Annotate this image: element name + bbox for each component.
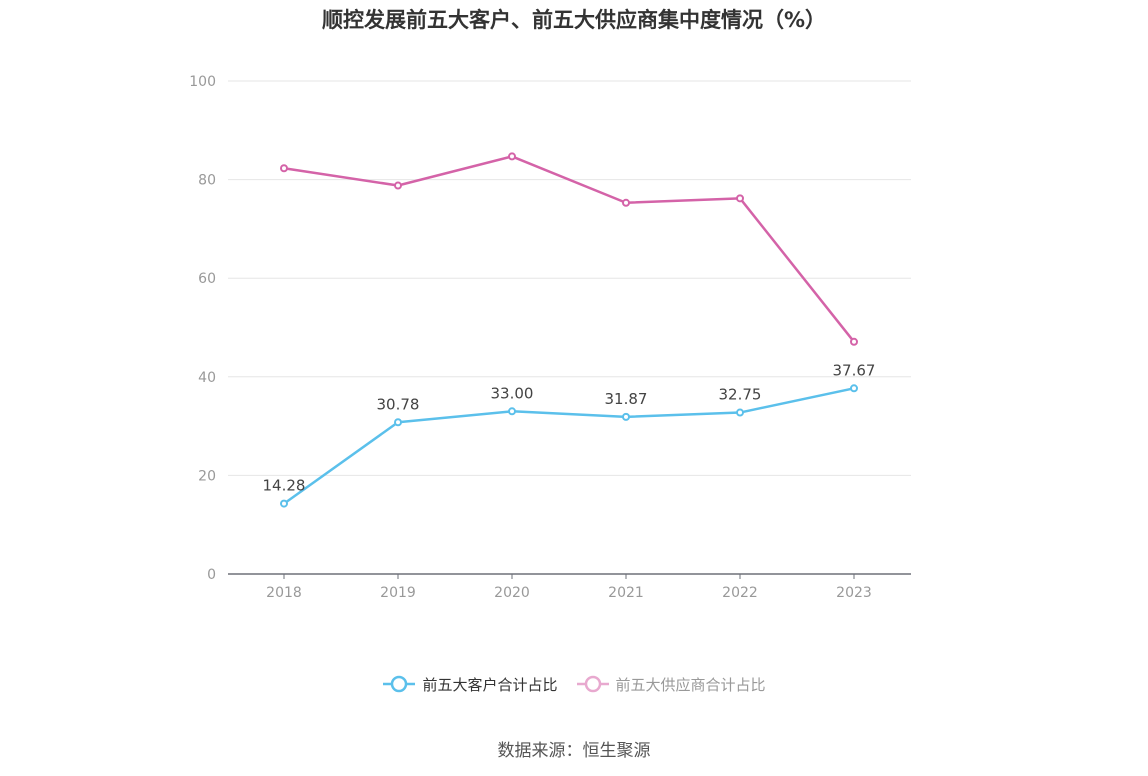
series-line-2 (283, 155, 855, 343)
y-tick-label: 40 (198, 370, 216, 386)
x-tick-label: 2023 (836, 585, 872, 601)
chart-title: 顺控发展前五大客户、前五大供应商集中度情况（%） (321, 8, 827, 32)
chart-legend: 前五大客户合计占比 前五大供应商合计占比 (0, 672, 1148, 696)
series-1-point (394, 418, 402, 427)
series-1-point (280, 499, 288, 508)
data-label: 37.67 (833, 361, 876, 379)
series-line-1 (283, 387, 855, 505)
x-tick-label: 2020 (494, 585, 530, 601)
data-label: 31.87 (605, 390, 648, 408)
series-1-point (508, 407, 516, 416)
legend-marker-suppliers (576, 675, 609, 693)
data-label: 32.75 (719, 386, 762, 404)
data-source-note: 数据来源：恒生聚源 (497, 741, 651, 761)
x-tick-label: 2022 (722, 585, 758, 601)
y-tick-label: 100 (189, 74, 216, 90)
series-2-point (736, 194, 744, 203)
legend-label-suppliers: 前五大供应商合计占比 (615, 675, 766, 694)
series-2-point (280, 164, 288, 173)
legend-marker-customers (383, 675, 416, 693)
series-2-point (508, 152, 516, 161)
series-1-point (736, 408, 744, 417)
series-2-point (850, 337, 858, 346)
x-tick-label: 2018 (266, 585, 302, 601)
y-tick-label: 0 (207, 567, 216, 583)
series-1-point (850, 384, 858, 393)
series-2-point (394, 181, 402, 190)
y-tick-label: 80 (198, 173, 216, 189)
y-tick-label: 60 (198, 271, 216, 287)
series-2-point (622, 198, 630, 207)
legend-item-suppliers[interactable]: 前五大供应商合计占比 (576, 672, 766, 696)
x-tick-label: 2021 (608, 585, 644, 601)
data-label: 33.00 (491, 384, 534, 402)
y-tick-label: 20 (198, 468, 216, 484)
data-label: 14.28 (263, 477, 306, 495)
legend-item-customers[interactable]: 前五大客户合计占比 (382, 672, 558, 696)
legend-label-customers: 前五大客户合计占比 (422, 675, 558, 694)
data-label: 30.78 (377, 395, 420, 413)
series-1-point (622, 412, 630, 421)
x-tick-label: 2019 (380, 585, 416, 601)
line-chart: 0 20 40 60 80 100 2018 2019 2020 2021 2022 2023 14.2… (189, 74, 911, 601)
